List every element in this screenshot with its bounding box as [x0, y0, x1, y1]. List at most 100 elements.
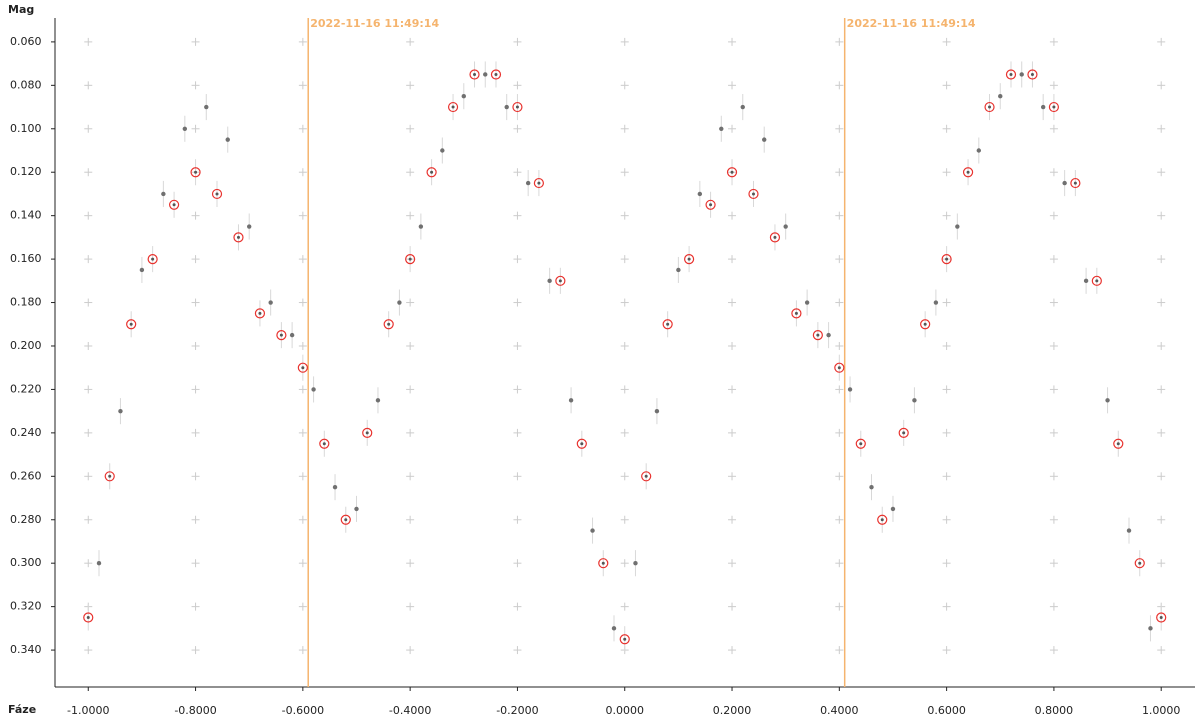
data-point-center	[751, 192, 755, 196]
data-point	[362, 427, 373, 438]
data-point	[1040, 104, 1046, 110]
data-point-center	[1009, 72, 1013, 76]
data-point-center	[473, 72, 477, 76]
data-point	[877, 514, 888, 525]
data-point	[483, 72, 488, 77]
y-tick-label: 0.060	[10, 35, 42, 48]
data-point	[1027, 69, 1038, 80]
y-tick-label: 0.100	[10, 122, 42, 135]
data-point-center	[537, 181, 541, 185]
data-point	[590, 528, 595, 533]
data-point-center	[880, 518, 884, 522]
x-tick-label: -0.6000	[282, 704, 324, 717]
data-point-center	[279, 333, 283, 337]
data-point	[533, 177, 544, 189]
data-point	[898, 427, 909, 438]
data-point-center	[687, 257, 691, 261]
data-point-center	[558, 279, 562, 283]
data-point	[233, 232, 244, 243]
y-tick-label: 0.140	[10, 209, 42, 222]
y-tick-label: 0.220	[10, 382, 42, 395]
data-point	[762, 137, 767, 142]
x-axis-title: Fáze	[8, 703, 36, 716]
data-point-center	[430, 170, 434, 174]
data-point-center	[494, 72, 498, 76]
data-point-center	[794, 311, 798, 315]
data-point	[289, 332, 295, 338]
data-point	[933, 300, 939, 305]
y-tick-label: 0.240	[10, 426, 42, 439]
data-point	[1126, 528, 1132, 533]
data-point	[1070, 177, 1081, 189]
data-point	[375, 398, 381, 403]
y-tick-label: 0.260	[10, 469, 42, 482]
data-point-center	[816, 333, 820, 337]
y-tick-label: 0.120	[10, 165, 42, 178]
data-point	[962, 167, 974, 178]
data-point	[654, 408, 660, 414]
data-point	[469, 69, 480, 80]
data-point-center	[773, 235, 777, 239]
data-point	[1083, 278, 1089, 284]
x-tick-label: -0.8000	[174, 704, 216, 717]
data-point	[619, 634, 630, 645]
x-tick-label: -0.4000	[389, 704, 431, 717]
data-point	[684, 254, 695, 265]
data-point	[225, 137, 230, 142]
y-tick-label: 0.180	[10, 296, 42, 309]
marker-label: 2022-11-16 11:49:14	[847, 17, 976, 30]
y-tick-label: 0.200	[10, 339, 42, 352]
data-point-center	[108, 474, 112, 478]
data-point	[568, 398, 574, 403]
data-point	[783, 224, 788, 229]
data-point	[190, 167, 201, 178]
data-point-center	[1095, 279, 1099, 283]
data-point-center	[1030, 72, 1034, 76]
data-point	[1005, 69, 1017, 80]
data-point	[161, 191, 166, 197]
data-point	[354, 506, 359, 512]
data-point	[204, 104, 209, 110]
data-point	[418, 224, 424, 229]
data-point	[941, 254, 952, 265]
data-point	[1113, 438, 1124, 449]
y-tick-label: 0.340	[10, 643, 42, 656]
data-point-center	[837, 366, 841, 370]
data-point	[697, 191, 703, 197]
data-point	[834, 362, 845, 373]
data-point	[812, 330, 823, 341]
y-tick-label: 0.160	[10, 252, 42, 265]
data-point	[490, 69, 502, 80]
data-point	[440, 148, 445, 153]
data-point-center	[515, 105, 519, 109]
data-point	[405, 254, 416, 265]
data-point	[96, 560, 102, 566]
data-point	[890, 506, 896, 512]
data-point-center	[408, 257, 412, 261]
x-tick-label: 0.6000	[927, 704, 966, 717]
data-point	[748, 188, 759, 200]
data-point	[340, 514, 351, 525]
data-point-center	[236, 235, 240, 239]
data-point	[955, 224, 960, 229]
data-point	[869, 484, 874, 490]
data-point-center	[301, 366, 305, 370]
data-point	[1091, 275, 1102, 286]
x-tick-label: -0.2000	[496, 704, 538, 717]
data-point	[705, 199, 716, 210]
data-point	[247, 224, 252, 229]
data-point	[276, 330, 287, 341]
y-tick-label: 0.320	[10, 600, 42, 613]
data-point	[633, 560, 638, 566]
data-point-center	[945, 257, 949, 261]
data-point	[726, 167, 738, 178]
y-tick-label: 0.080	[10, 78, 42, 91]
data-point	[504, 104, 509, 110]
data-point	[912, 398, 917, 403]
data-point	[598, 558, 609, 569]
data-point	[1134, 558, 1145, 569]
data-point	[641, 471, 652, 482]
x-tick-label: 0.2000	[713, 704, 752, 717]
data-point	[147, 254, 158, 265]
data-point-center	[172, 203, 176, 207]
